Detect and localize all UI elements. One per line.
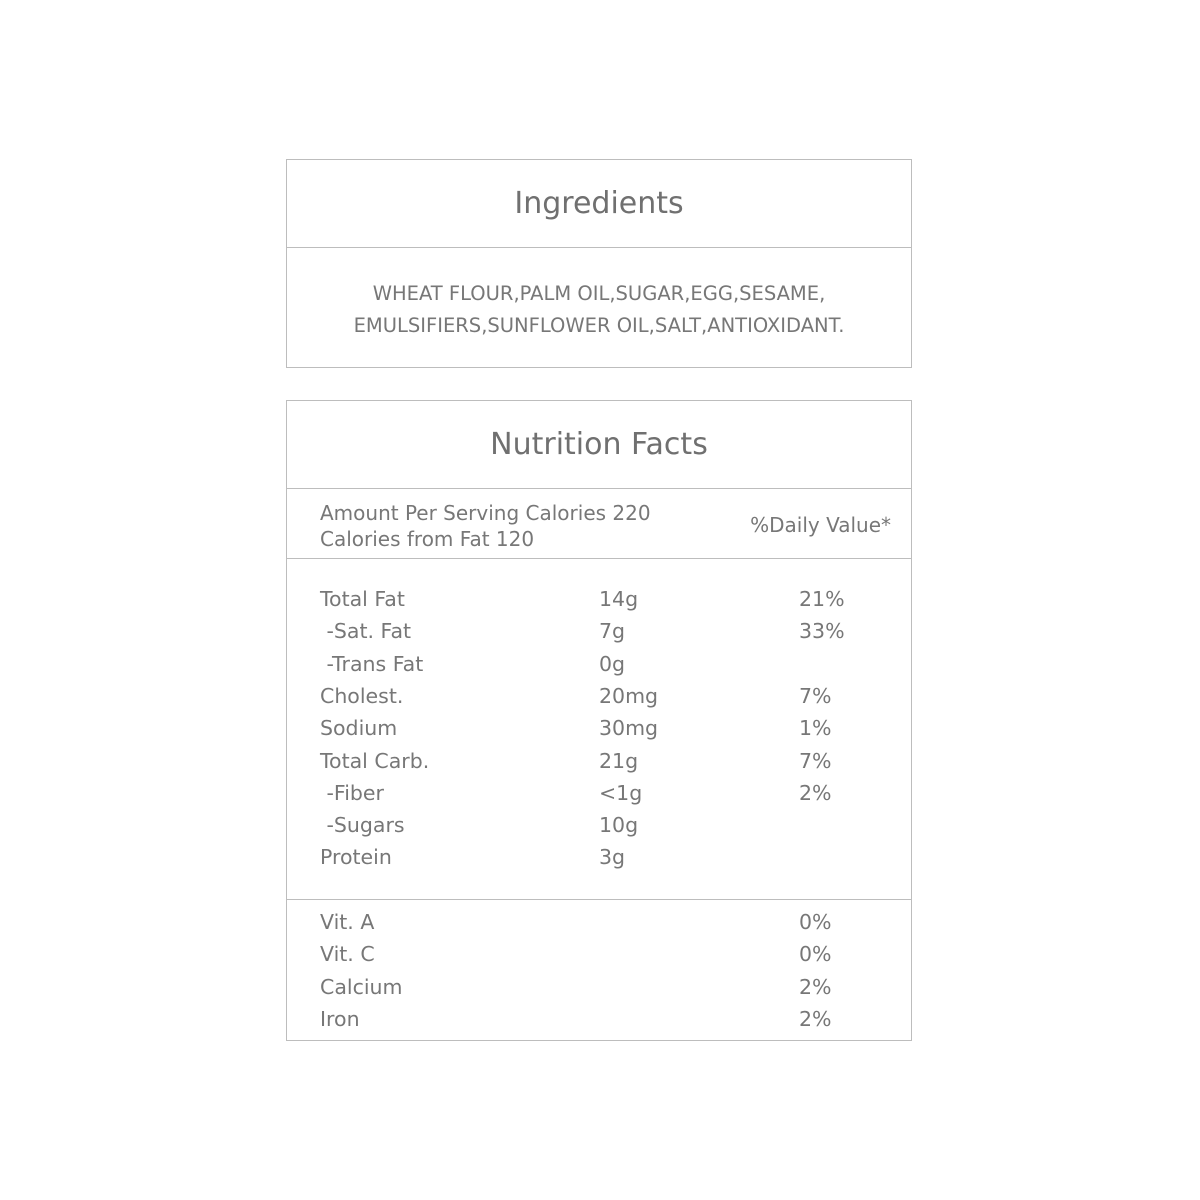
nutrient-row: Sodium 30mg 1%: [287, 712, 911, 744]
vitamin-row: Vit. A 0%: [287, 906, 911, 938]
nutrient-row: Protein 3g: [287, 841, 911, 873]
nutrient-table: Total Fat 14g 21% -Sat. Fat 7g 33% -Trans Fa…: [287, 559, 911, 900]
nutrient-daily-value: 21%: [799, 587, 845, 611]
nutrient-name: -Fiber: [320, 780, 384, 805]
daily-value-header: %Daily Value*: [750, 513, 891, 537]
nutrient-amount: 14g: [599, 587, 639, 611]
ingredients-line: EMULSIFIERS,SUNFLOWER OIL,SALT,ANTIOXIDA…: [353, 314, 845, 337]
vitamin-row: Vit. C 0%: [287, 938, 911, 970]
serving-info: Amount Per Serving Calories 220 Calories…: [287, 489, 911, 559]
nutrient-name: Cholest.: [320, 683, 404, 708]
nutrient-daily-value: 7%: [799, 683, 832, 708]
ingredients-list: WHEAT FLOUR,PALM OIL,SUGAR,EGG,SESAME, E…: [287, 248, 911, 342]
nutrient-row: -Sat. Fat 7g 33%: [287, 615, 911, 647]
nutrient-name: Protein: [320, 845, 392, 870]
nutrient-amount: 20mg: [599, 683, 659, 708]
nutrient-amount: 10g: [599, 813, 639, 838]
nutrient-amount: 21g: [599, 748, 639, 773]
nutrient-row: Total Fat 14g 21%: [287, 583, 911, 615]
nutrient-daily-value: 1%: [799, 716, 832, 741]
nutrient-daily-value: 2%: [799, 780, 832, 805]
nutrient-amount: 7g: [599, 619, 626, 644]
nutrient-name: -Sat. Fat: [320, 619, 412, 644]
vitamin-name: Iron: [320, 1006, 360, 1031]
vitamin-daily-value: 0%: [799, 942, 832, 967]
nutrition-title: Nutrition Facts: [287, 401, 911, 489]
nutrient-name: -Trans Fat: [320, 651, 424, 676]
nutrient-row: -Sugars 10g: [287, 809, 911, 841]
vitamin-daily-value: 0%: [799, 910, 832, 934]
vitamin-daily-value: 2%: [799, 974, 832, 999]
nutrition-facts-panel: Nutrition Facts Amount Per Serving Calor…: [286, 400, 912, 1041]
vitamin-name: Calcium: [320, 974, 403, 999]
nutrient-daily-value: 33%: [799, 619, 845, 644]
vitamin-name: Vit. C: [320, 942, 375, 967]
ingredients-line: WHEAT FLOUR,PALM OIL,SUGAR,EGG,SESAME,: [372, 282, 826, 305]
vitamin-daily-value: 2%: [799, 1006, 832, 1031]
nutrient-amount: 0g: [599, 651, 626, 676]
nutrient-amount: 3g: [599, 845, 626, 870]
nutrient-amount: <1g: [599, 780, 643, 805]
ingredients-panel: Ingredients WHEAT FLOUR,PALM OIL,SUGAR,E…: [286, 159, 912, 368]
ingredients-title: Ingredients: [287, 160, 911, 248]
nutrient-row: -Trans Fat 0g: [287, 648, 911, 680]
calories-line: Amount Per Serving Calories 220: [320, 501, 651, 525]
vitamin-row: Calcium 2%: [287, 971, 911, 1003]
nutrient-name: -Sugars: [320, 813, 405, 838]
nutrient-amount: 30mg: [599, 716, 659, 741]
vitamin-row: Iron 2%: [287, 1003, 911, 1035]
nutrient-daily-value: 7%: [799, 748, 832, 773]
nutrient-row: Cholest. 20mg 7%: [287, 680, 911, 712]
nutrient-row: Total Carb. 21g 7%: [287, 745, 911, 777]
vitamin-name: Vit. A: [320, 910, 375, 934]
nutrient-name: Total Fat: [320, 587, 405, 611]
nutrient-row: -Fiber <1g 2%: [287, 777, 911, 809]
nutrient-name: Sodium: [320, 716, 398, 741]
calories-from-fat-line: Calories from Fat 120: [320, 527, 535, 551]
nutrient-name: Total Carb.: [320, 748, 430, 773]
